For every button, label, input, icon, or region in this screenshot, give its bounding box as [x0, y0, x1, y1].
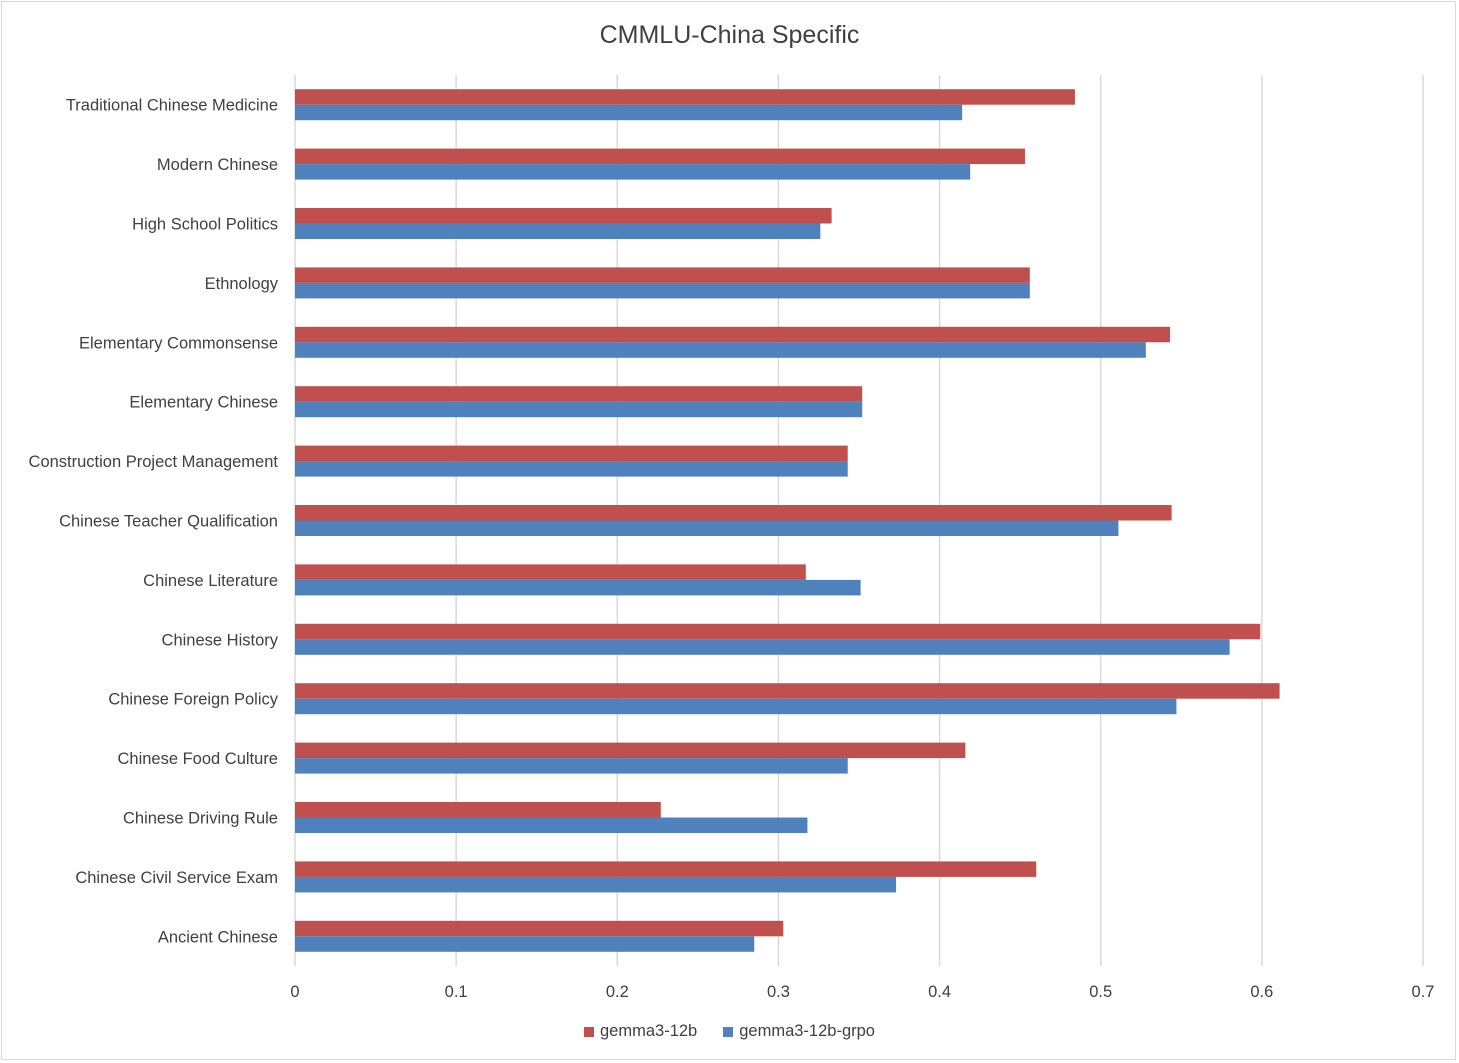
bar-gemma3-12b-8 [295, 564, 806, 580]
category-label: Ancient Chinese [158, 928, 278, 946]
bar-gemma3-12b-grpo-13 [295, 876, 897, 893]
category-label: Modern Chinese [157, 156, 278, 174]
category-label: Elementary Commonsense [79, 334, 278, 352]
legend-item-gemma3-12b: gemma3-12b [584, 1022, 697, 1041]
bar-gemma3-12b-grpo-5 [295, 401, 863, 418]
bar-gemma3-12b-grpo-7 [295, 520, 1119, 536]
bar-gemma3-12b-grpo-3 [295, 282, 1030, 299]
category-label: Chinese Foreign Policy [108, 691, 278, 709]
x-tick-label: 0.1 [445, 983, 468, 1001]
x-axis-tick-labels: 0 0.1 0.2 0.3 0.4 0.5 0.6 0.7 [290, 983, 1434, 1001]
bar-gemma3-12b-grpo-0 [295, 104, 963, 121]
x-tick-label: 0.4 [928, 983, 951, 1001]
category-label: Construction Project Management [29, 453, 279, 471]
category-label: Chinese Driving Rule [123, 810, 278, 828]
bar-gemma3-12b-14 [295, 920, 784, 937]
bar-gemma3-12b-3 [295, 267, 1030, 283]
bar-gemma3-12b-1 [295, 148, 1025, 165]
x-tick-label: 0.5 [1089, 983, 1112, 1001]
category-labels: Traditional Chinese Medicine Modern Chine… [29, 97, 279, 947]
category-label: Chinese Civil Service Exam [75, 869, 278, 887]
bar-gemma3-12b-10 [295, 683, 1280, 699]
category-label: Chinese History [162, 631, 279, 649]
legend: gemma3-12b gemma3-12b-grpo [0, 1022, 1459, 1041]
bar-gemma3-12b-grpo-8 [295, 579, 861, 596]
category-label: Elementary Chinese [129, 394, 278, 412]
x-tick-label: 0.6 [1250, 983, 1273, 1001]
x-tick-label: 0.3 [767, 983, 790, 1001]
bar-gemma3-12b-grpo-6 [295, 461, 848, 477]
category-label: Traditional Chinese Medicine [66, 97, 278, 115]
bar-gemma3-12b-5 [295, 386, 863, 402]
bar-gemma3-12b-13 [295, 861, 1037, 877]
bar-gemma3-12b-grpo-11 [295, 758, 848, 774]
x-tick-label: 0.2 [606, 983, 629, 1001]
bar-gemma3-12b-4 [295, 326, 1171, 343]
bar-gemma3-12b-grpo-12 [295, 817, 808, 833]
chart-title: CMMLU-China Specific [599, 21, 860, 49]
legend-swatch [723, 1026, 734, 1037]
bar-gemma3-12b-grpo-4 [295, 342, 1146, 358]
bar-gemma3-12b-7 [295, 505, 1172, 521]
legend-item-gemma3-12b-grpo: gemma3-12b-grpo [723, 1022, 875, 1041]
bars [295, 89, 1280, 952]
category-label: Chinese Teacher Qualification [59, 513, 278, 531]
bar-gemma3-12b-9 [295, 623, 1261, 640]
legend-label: gemma3-12b-grpo [739, 1022, 875, 1040]
bar-gemma3-12b-grpo-10 [295, 698, 1177, 715]
bar-gemma3-12b-11 [295, 742, 966, 759]
x-tick-label: 0.7 [1412, 983, 1435, 1001]
bar-gemma3-12b-grpo-14 [295, 936, 755, 952]
category-label: High School Politics [132, 216, 278, 234]
bar-gemma3-12b-grpo-9 [295, 639, 1230, 655]
bar-gemma3-12b-2 [295, 208, 832, 224]
category-label: Ethnology [205, 275, 279, 293]
category-label: Chinese Literature [143, 572, 278, 590]
bar-gemma3-12b-0 [295, 89, 1075, 105]
bar-gemma3-12b-12 [295, 802, 661, 818]
legend-swatch [584, 1026, 594, 1037]
bar-gemma3-12b-6 [295, 445, 848, 462]
x-tick-label: 0 [290, 983, 299, 1001]
bar-gemma3-12b-grpo-2 [295, 223, 821, 239]
legend-label: gemma3-12b [600, 1022, 698, 1040]
bar-gemma3-12b-grpo-1 [295, 164, 971, 180]
category-label: Chinese Food Culture [117, 750, 278, 768]
